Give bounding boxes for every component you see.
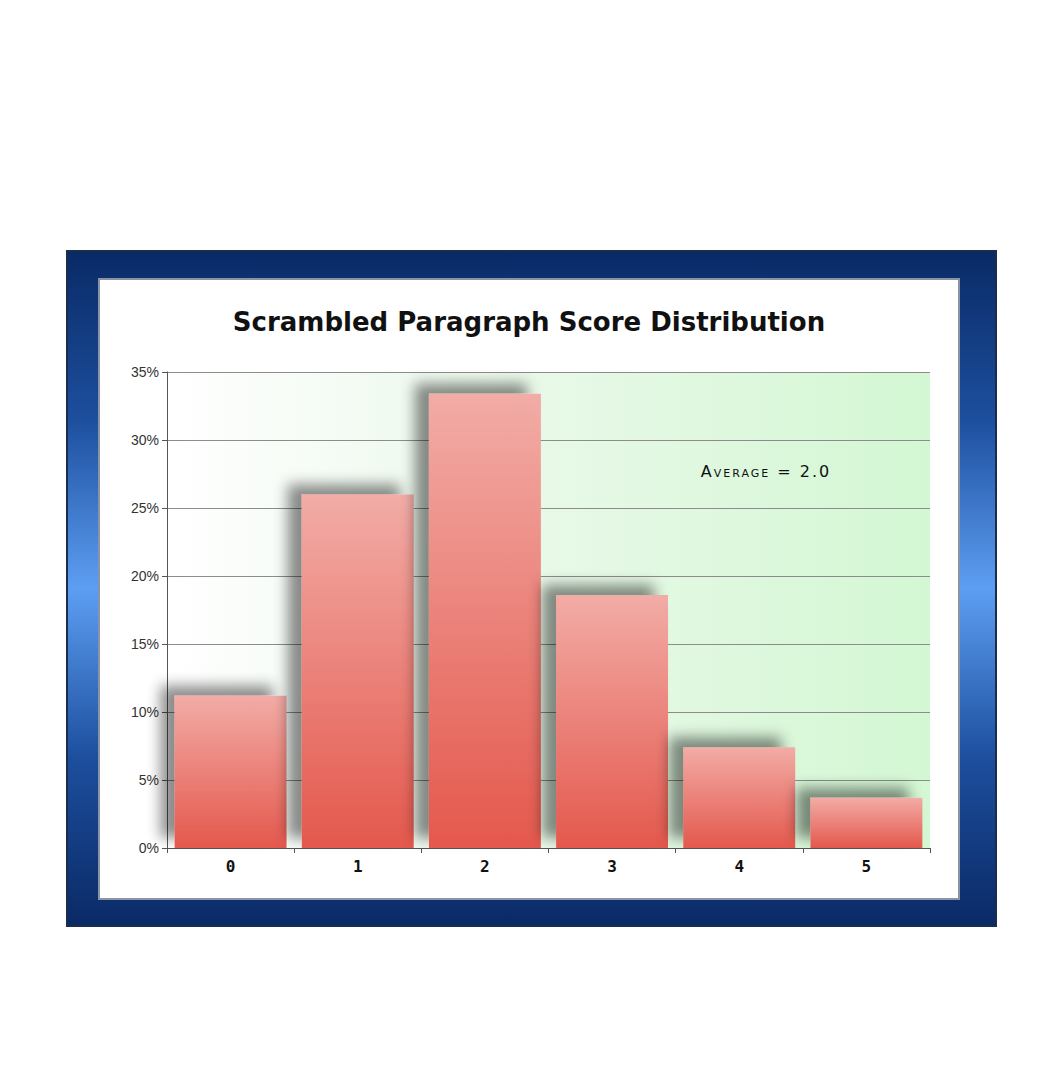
svg-text:2: 2 xyxy=(480,857,490,876)
svg-text:1: 1 xyxy=(353,857,363,876)
svg-text:30%: 30% xyxy=(131,432,159,448)
svg-text:4: 4 xyxy=(734,857,744,876)
svg-text:20%: 20% xyxy=(131,568,159,584)
svg-text:5%: 5% xyxy=(139,772,159,788)
html-text:Average = 2.0: Average = 2.0 xyxy=(700,462,832,481)
svg-text:25%: 25% xyxy=(131,500,159,516)
svg-text:15%: 15% xyxy=(131,636,159,652)
svg-text:5: 5 xyxy=(862,857,872,876)
svg-text:0%: 0% xyxy=(139,840,159,856)
svg-text:Scrambled Paragraph Score Dist: Scrambled Paragraph Score Distribution xyxy=(233,307,825,337)
svg-text:3: 3 xyxy=(607,857,617,876)
svg-text:0: 0 xyxy=(226,857,236,876)
svg-text:35%: 35% xyxy=(131,364,159,380)
svg-text:10%: 10% xyxy=(131,704,159,720)
